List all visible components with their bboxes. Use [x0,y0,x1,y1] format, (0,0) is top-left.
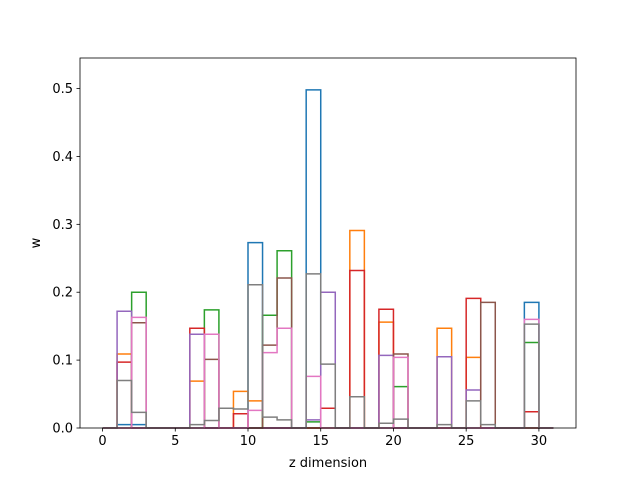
x-tick-label: 20 [385,434,402,449]
y-tick-label: 0.0 [52,422,73,437]
x-axis-ticks: 0 5 10 15 20 25 30 [98,428,547,449]
x-tick-label: 5 [171,434,179,449]
x-tick-label: 30 [531,434,548,449]
y-tick-label: 0.3 [52,218,73,233]
x-tick-label: 0 [98,434,106,449]
y-tick-label: 0.2 [52,286,73,301]
series-7-step-line [102,273,554,429]
y-axis-ticks: 0.0 0.1 0.2 0.3 0.4 0.5 [52,82,80,437]
y-tick-label: 0.4 [52,150,73,165]
x-tick-label: 10 [240,434,257,449]
y-tick-label: 0.1 [52,354,73,369]
y-tick-label: 0.5 [52,82,73,97]
y-axis-label: w [29,237,44,248]
x-tick-label: 25 [458,434,475,449]
x-axis-label: z dimension [289,456,367,471]
x-tick-label: 15 [312,434,329,449]
axes-frame [79,57,577,429]
